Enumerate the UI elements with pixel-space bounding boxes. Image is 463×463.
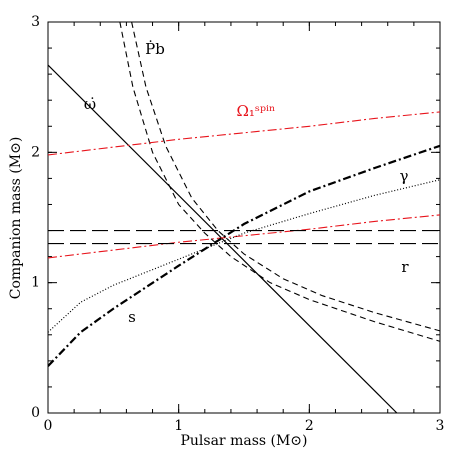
curve-label: r <box>401 258 409 276</box>
x-tick-label: 0 <box>44 418 53 434</box>
y-axis-label: Companion mass (M⊙) <box>8 137 24 300</box>
curve <box>48 179 440 333</box>
curve <box>48 214 440 259</box>
x-tick-label: 3 <box>436 418 445 434</box>
curve <box>131 22 440 332</box>
curve-label: Ṗb <box>145 40 165 58</box>
x-tick-label: 2 <box>305 418 314 434</box>
y-tick-label: 0 <box>31 405 40 421</box>
curve <box>48 144 440 367</box>
curve-label: ω̇ <box>84 95 96 113</box>
curve <box>48 64 398 413</box>
curve-label: Ω₁ˢᵖⁱⁿ <box>236 102 275 120</box>
x-axis-label: Pulsar mass (M⊙) <box>180 433 307 449</box>
y-tick-label: 2 <box>31 144 40 160</box>
curve-label: s <box>128 308 136 326</box>
y-tick-label: 3 <box>31 14 40 30</box>
curve <box>119 22 440 342</box>
y-tick-label: 1 <box>31 275 40 291</box>
curve <box>48 111 440 156</box>
x-tick-label: 1 <box>174 418 183 434</box>
plot-frame <box>47 21 441 414</box>
curve-label: γ <box>400 167 409 185</box>
